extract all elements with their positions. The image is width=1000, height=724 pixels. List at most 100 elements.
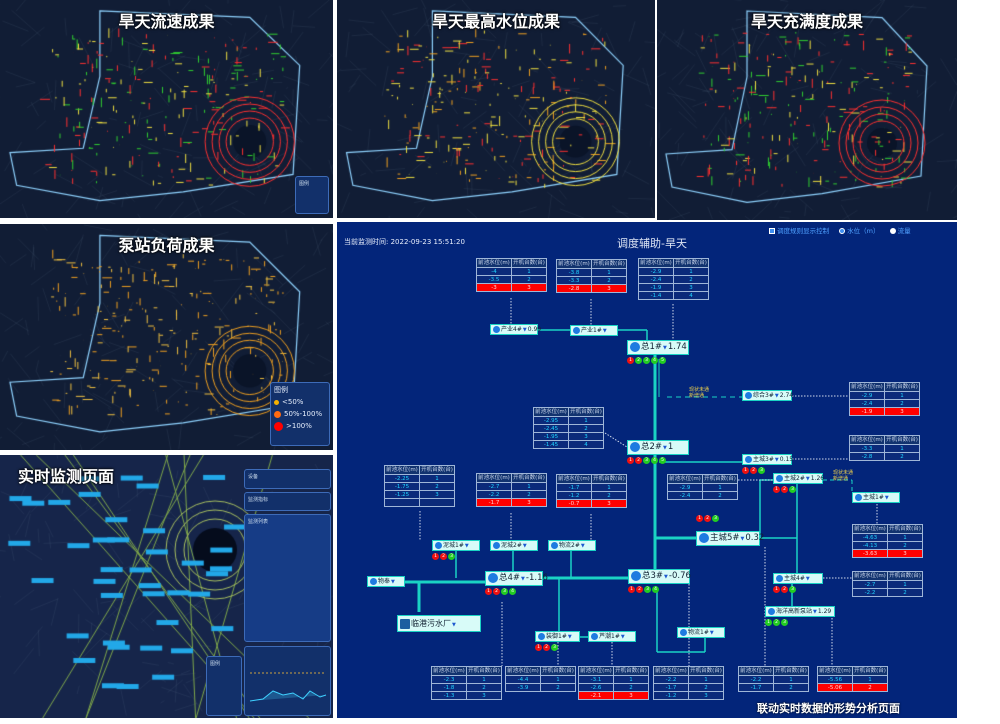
map-legend: 图例	[295, 176, 329, 214]
dropdown-arrow-icon[interactable]: ▼	[884, 495, 889, 501]
pump-icon	[493, 326, 500, 333]
dropdown-arrow-icon[interactable]: ▼	[620, 634, 625, 640]
pump-station-node[interactable]: 产业4#▼0.99	[490, 324, 541, 335]
section-title: 监测指标	[248, 497, 269, 503]
pump-station-node[interactable]: 芦潮1#▼	[588, 631, 636, 642]
pump-status-on: 3	[644, 586, 651, 593]
dropdown-arrow-icon[interactable]: ▼	[602, 328, 607, 334]
pump-status-on: 3	[789, 486, 796, 493]
station-name: 泥城1#	[443, 542, 464, 549]
pump-status-on: 2	[773, 619, 780, 626]
pump-station-node[interactable]: 物流1#▼	[677, 627, 725, 638]
rule-display-checkbox[interactable]: 调度规则显示控制	[769, 225, 829, 235]
dropdown-arrow-icon[interactable]: ▼	[580, 543, 585, 549]
pump-status-on: 3	[643, 457, 650, 464]
station-value: -0.76	[668, 571, 691, 581]
station-value: 1	[667, 442, 674, 452]
pump-station-node[interactable]: 总4#▼-1.16	[485, 571, 548, 586]
pump-icon	[591, 633, 598, 640]
pump-status-on: 4	[651, 357, 658, 364]
pump-station-node[interactable]: 物奉▼	[367, 576, 405, 587]
pump-station-node[interactable]: 总2#▼1	[627, 440, 689, 455]
dropdown-arrow-icon[interactable]: ▼	[522, 327, 527, 333]
level-pump-table: 前池水位(m) 开机台数(台) -3.1 1 -2.6 2 -2.1 3	[578, 666, 649, 700]
pump-status-on: 3	[551, 644, 558, 651]
table-header: 前池水位(m) 开机台数(台)	[853, 572, 922, 580]
table-row: -1.7 1	[557, 483, 626, 491]
pump-station-node[interactable]: 装御1#▼	[535, 631, 580, 642]
level-radio[interactable]: 水位（m）	[839, 225, 880, 235]
pump-status-off: 1	[628, 586, 635, 593]
pump-status-off: 2	[636, 586, 643, 593]
flow-radio[interactable]: 流量	[889, 225, 911, 235]
dropdown-arrow-icon[interactable]: ▼	[522, 543, 527, 549]
pump-station-node[interactable]: 主城5#▼0.32	[696, 531, 764, 546]
pump-station-node[interactable]: 总3#▼-0.76	[628, 569, 691, 584]
table-row: -2.8 2	[850, 452, 919, 460]
level-pump-table: 前池水位(m) 开机台数(台) -3.3 1 -2.8 2	[849, 435, 920, 461]
wastewater-plant[interactable]: 临港污水厂▼	[397, 615, 481, 632]
pump-station-node[interactable]: 总1#▼1.74	[627, 340, 689, 355]
table-row: -2.95 1	[534, 416, 603, 424]
fullness-map[interactable]	[657, 0, 957, 220]
station-name: 综合3#	[753, 392, 774, 399]
pump-icon	[493, 542, 500, 549]
station-value: 1.29	[817, 608, 832, 615]
section-title: 监测列表	[248, 519, 269, 525]
dropdown-arrow-icon[interactable]: ▼	[464, 543, 469, 549]
pump-station-node[interactable]: 泥城1#▼	[432, 540, 480, 551]
radio-label: 流量	[897, 227, 911, 235]
dropdown-arrow-icon[interactable]: ▼	[774, 393, 779, 399]
pump-station-node[interactable]: 产业1#▼	[570, 325, 618, 336]
table-row: -2.2 2	[853, 588, 922, 596]
pump-station-node[interactable]: 海洋高新泵站▼1.29	[765, 606, 835, 617]
level-pump-table: 前池水位(m) 开机台数(台) -4.63 1 -4.13 2 -3.63 3	[852, 524, 923, 558]
dropdown-arrow-icon[interactable]: ▼	[774, 457, 779, 463]
pump-station-node[interactable]: 主城1#▼	[852, 492, 900, 503]
table-row: -2.7 1	[477, 482, 546, 490]
flow-speed-map[interactable]	[0, 0, 333, 218]
dropdown-arrow-icon[interactable]: ▼	[452, 622, 456, 628]
pump-status-off: 2	[750, 467, 757, 474]
dropdown-arrow-icon[interactable]: ▼	[664, 574, 668, 580]
dropdown-arrow-icon[interactable]: ▼	[813, 609, 817, 615]
dropdown-arrow-icon[interactable]: ▼	[740, 536, 745, 542]
table-row: -3.1 1	[579, 675, 648, 683]
dropdown-arrow-icon[interactable]: ▼	[391, 579, 395, 585]
pump-station-node[interactable]: 综合3#▼2.74	[742, 390, 793, 401]
dropdown-arrow-icon[interactable]: ▼	[805, 576, 810, 582]
pump-icon	[631, 570, 641, 581]
dropdown-arrow-icon[interactable]: ▼	[567, 634, 572, 640]
pipe-segment	[604, 432, 628, 448]
table-row: -1.75 2	[385, 482, 454, 490]
panel-title: 实时监测页面	[18, 467, 115, 486]
pump-icon	[630, 341, 640, 352]
legend-swatch	[274, 411, 281, 418]
pump-station-node[interactable]: 主城4#▼	[773, 573, 823, 584]
timestamp: 当前监测时间: 2022-09-23 15:51:20	[344, 237, 465, 247]
station-name: 物奉	[378, 578, 391, 585]
dropdown-arrow-icon[interactable]: ▼	[521, 576, 525, 582]
monitor-list[interactable]: 监测列表	[244, 514, 331, 642]
dropdown-arrow-icon[interactable]: ▼	[709, 630, 714, 636]
caption: 联动实时数据的形势分析页面	[757, 702, 900, 715]
max-level-map[interactable]	[337, 0, 655, 218]
level-pump-table: 前池水位(m) 开机台数(台) -2.9 1 -2.4 2 -1.9 3	[849, 382, 920, 416]
dropdown-arrow-icon[interactable]: ▼	[663, 445, 667, 451]
dropdown-arrow-icon[interactable]: ▼	[663, 345, 667, 351]
pump-status-off: 1	[773, 586, 780, 593]
table-row: -2.3 1	[432, 675, 501, 683]
table-header: 前池水位(m) 开机台数(台)	[639, 259, 708, 267]
dropdown-arrow-icon[interactable]: ▼	[805, 476, 810, 482]
table-row: -2.2 1	[739, 675, 808, 683]
pump-station-node[interactable]: 主城2#▼1.26	[773, 473, 824, 484]
pump-status-on: 3	[781, 619, 788, 626]
pump-station-node[interactable]: 泥城2#▼	[490, 540, 538, 551]
pump-station-node[interactable]: 主城3#▼0.15	[742, 454, 793, 465]
pump-station-node[interactable]: 物流2#▼	[548, 540, 596, 551]
